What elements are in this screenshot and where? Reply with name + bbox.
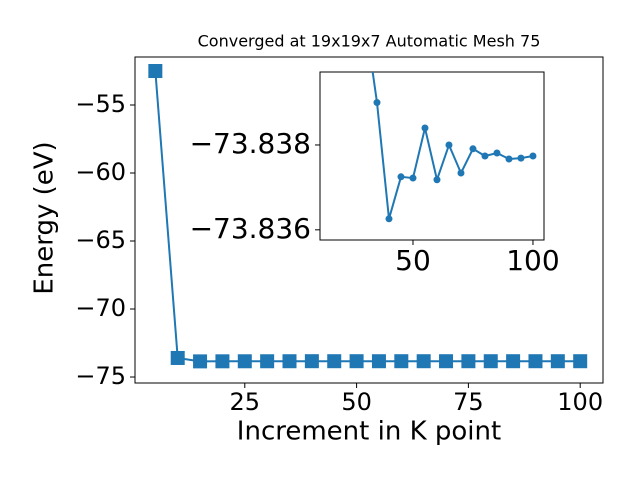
data-point [397, 173, 405, 181]
x-tick-label: 50 [341, 388, 372, 416]
y-axis-label: Energy (eV) [30, 141, 60, 294]
data-point [361, 14, 368, 21]
x-tick-label: 25 [230, 388, 261, 416]
data-point [215, 354, 230, 369]
data-point [385, 215, 393, 223]
data-point [493, 149, 501, 157]
data-point [193, 354, 208, 369]
y-tick-label: −70 [75, 294, 126, 322]
data-point [550, 354, 565, 369]
data-point [481, 152, 489, 160]
data-point [170, 350, 185, 365]
data-point [433, 176, 441, 184]
data-point [445, 141, 453, 149]
data-point [409, 174, 417, 182]
y-tick-label: −55 [75, 90, 126, 118]
plot-clip [148, 64, 588, 369]
data-point [260, 354, 275, 369]
data-point [483, 354, 498, 369]
plot-clip [361, 14, 537, 223]
data-point [148, 64, 163, 79]
y-tick-label: −75 [75, 362, 126, 390]
chart-title: Converged at 19x19x7 Automatic Mesh 75 [198, 32, 541, 51]
x-tick-label: 100 [506, 244, 559, 277]
data-point [505, 155, 513, 163]
data-point [416, 354, 431, 369]
y-tick-label: −65 [75, 226, 126, 254]
x-axis-label: Increment in K point [237, 417, 501, 447]
data-point [237, 354, 252, 369]
data-point [461, 354, 476, 369]
data-point [421, 124, 429, 132]
y-tick-label: −60 [75, 158, 126, 186]
data-point [373, 99, 381, 107]
data-point [457, 169, 465, 177]
data-point [282, 354, 297, 369]
data-point [304, 354, 319, 369]
data-point [469, 145, 477, 153]
data-point [371, 354, 386, 369]
x-tick-label: 50 [395, 244, 431, 277]
y-tick-label: −73.836 [190, 212, 311, 245]
data-point [517, 154, 525, 162]
data-point [439, 354, 454, 369]
x-tick-label: 100 [557, 388, 603, 416]
data-point [349, 354, 364, 369]
y-tick-label: −73.838 [190, 127, 311, 160]
data-point [506, 354, 521, 369]
data-point [529, 152, 537, 160]
data-point [327, 354, 342, 369]
data-point [573, 354, 588, 369]
x-tick-label: 75 [453, 388, 484, 416]
data-point [528, 354, 543, 369]
data-point [394, 354, 409, 369]
